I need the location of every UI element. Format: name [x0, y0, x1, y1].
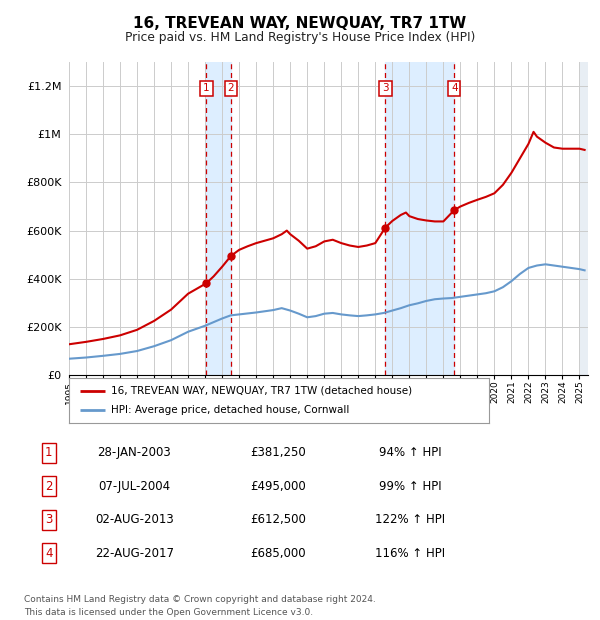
- Bar: [206, 62, 231, 375]
- Text: £685,000: £685,000: [250, 547, 306, 560]
- Text: 16, TREVEAN WAY, NEWQUAY, TR7 1TW: 16, TREVEAN WAY, NEWQUAY, TR7 1TW: [133, 16, 467, 31]
- Text: £381,250: £381,250: [250, 446, 306, 459]
- Text: 122% ↑ HPI: 122% ↑ HPI: [376, 513, 445, 526]
- Text: 28-JAN-2003: 28-JAN-2003: [98, 446, 171, 459]
- Text: 16, TREVEAN WAY, NEWQUAY, TR7 1TW (detached house): 16, TREVEAN WAY, NEWQUAY, TR7 1TW (detac…: [111, 386, 412, 396]
- Text: 4: 4: [45, 547, 53, 560]
- Text: Contains HM Land Registry data © Crown copyright and database right 2024.
This d: Contains HM Land Registry data © Crown c…: [24, 595, 376, 617]
- Text: 3: 3: [45, 513, 53, 526]
- Text: 1: 1: [203, 84, 209, 94]
- Bar: [385, 62, 454, 375]
- Text: 2: 2: [227, 84, 235, 94]
- Text: £495,000: £495,000: [250, 480, 306, 493]
- Text: 1: 1: [45, 446, 53, 459]
- Text: 116% ↑ HPI: 116% ↑ HPI: [376, 547, 445, 560]
- Text: 4: 4: [451, 84, 458, 94]
- Text: 99% ↑ HPI: 99% ↑ HPI: [379, 480, 442, 493]
- Text: 07-JUL-2004: 07-JUL-2004: [98, 480, 170, 493]
- Text: 94% ↑ HPI: 94% ↑ HPI: [379, 446, 442, 459]
- Text: Price paid vs. HM Land Registry's House Price Index (HPI): Price paid vs. HM Land Registry's House …: [125, 31, 475, 44]
- Text: 22-AUG-2017: 22-AUG-2017: [95, 547, 174, 560]
- Text: 3: 3: [382, 84, 389, 94]
- Text: 02-AUG-2013: 02-AUG-2013: [95, 513, 174, 526]
- Text: £612,500: £612,500: [250, 513, 306, 526]
- Bar: [580, 62, 590, 375]
- Text: HPI: Average price, detached house, Cornwall: HPI: Average price, detached house, Corn…: [111, 405, 349, 415]
- Text: 2: 2: [45, 480, 53, 493]
